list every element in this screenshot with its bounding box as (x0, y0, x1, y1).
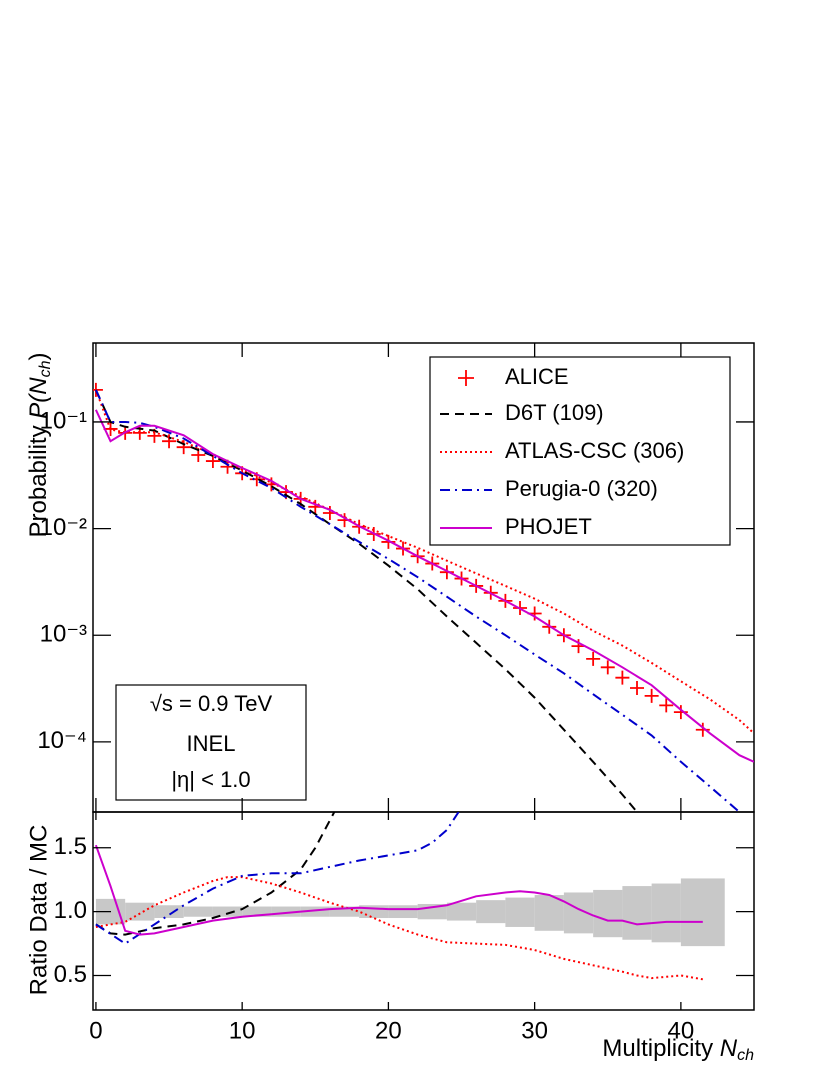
x-axis-label-part: Multiplicity (602, 1035, 719, 1062)
data-point (176, 440, 191, 455)
systematic-band (593, 889, 623, 938)
legend-label: ATLAS-CSC (306) (505, 438, 684, 463)
systematic-band (651, 883, 681, 943)
y-tick-label: 1.0 (54, 897, 87, 924)
systematic-band (622, 886, 652, 940)
systematic-band (446, 902, 477, 921)
systematic-band (271, 906, 301, 917)
curve (95, 812, 460, 945)
data-point (615, 670, 630, 685)
curve (94, 409, 754, 763)
x-tick-label: 40 (668, 1017, 695, 1044)
y-tick-label: 0.5 (54, 961, 87, 988)
annotation: INEL (187, 731, 236, 756)
systematic-band (388, 905, 418, 919)
data-point (381, 534, 396, 549)
systematic-band (212, 906, 243, 917)
systematic-band (300, 906, 330, 917)
data-point (630, 681, 645, 696)
curve (95, 812, 336, 936)
systematic-band (242, 906, 272, 917)
legend-label: PHOJET (505, 514, 592, 539)
data-point (695, 722, 710, 737)
annotation: √s = 0.9 TeV (150, 691, 273, 716)
x-tick-label: 10 (229, 1017, 256, 1044)
curve (94, 844, 703, 936)
data-point (659, 698, 674, 713)
systematic-band (154, 905, 184, 919)
data-point (673, 705, 688, 720)
x-tick-label: 0 (89, 1017, 102, 1044)
systematic-band (329, 906, 360, 917)
y-tick-label: 10⁻³ (40, 621, 87, 648)
data-point (600, 660, 615, 675)
plot-area (93, 382, 754, 812)
y-axis-label-part: ) (25, 353, 52, 361)
curve (94, 389, 754, 735)
y-axis-label: Ratio Data / MC (25, 825, 52, 996)
data-point (93, 382, 103, 397)
y-axis-label: Probability P(Nch) (25, 353, 54, 538)
data-point (439, 565, 454, 580)
y-tick-label: 10⁻² (40, 514, 87, 541)
annotation-box (115, 684, 307, 801)
x-axis-label-part: ch (737, 1047, 754, 1064)
y-axis-label-part: Probability (25, 419, 52, 538)
y-axis-label-part: ch (37, 360, 54, 377)
x-tick-label: 20 (375, 1017, 402, 1044)
systematic-band (125, 902, 155, 921)
x-tick-label: 30 (521, 1017, 548, 1044)
systematic-band (505, 897, 535, 927)
legend-label: ALICE (505, 364, 569, 389)
systematic-band (534, 895, 564, 931)
legend-label: Perugia-0 (320) (505, 476, 658, 501)
plot-area (94, 812, 725, 981)
systematic-band (183, 906, 213, 917)
y-tick-label: 10⁻¹ (40, 407, 87, 434)
y-axis-label-part: P(N (25, 377, 52, 419)
y-tick-label: 1.5 (54, 833, 87, 860)
legend-marker (458, 370, 474, 386)
data-point (644, 688, 659, 703)
x-axis-label-part: N (720, 1035, 738, 1062)
curve (95, 876, 703, 981)
x-axis-label: Multiplicity Nch (602, 1035, 754, 1064)
y-tick-label: 10⁻⁴ (37, 727, 87, 754)
systematic-band (680, 878, 725, 947)
data-point (586, 651, 601, 666)
data-point (205, 454, 220, 469)
systematic-band (476, 900, 506, 924)
annotation: |η| < 1.0 (171, 767, 250, 792)
legend-label: D6T (109) (505, 400, 604, 425)
